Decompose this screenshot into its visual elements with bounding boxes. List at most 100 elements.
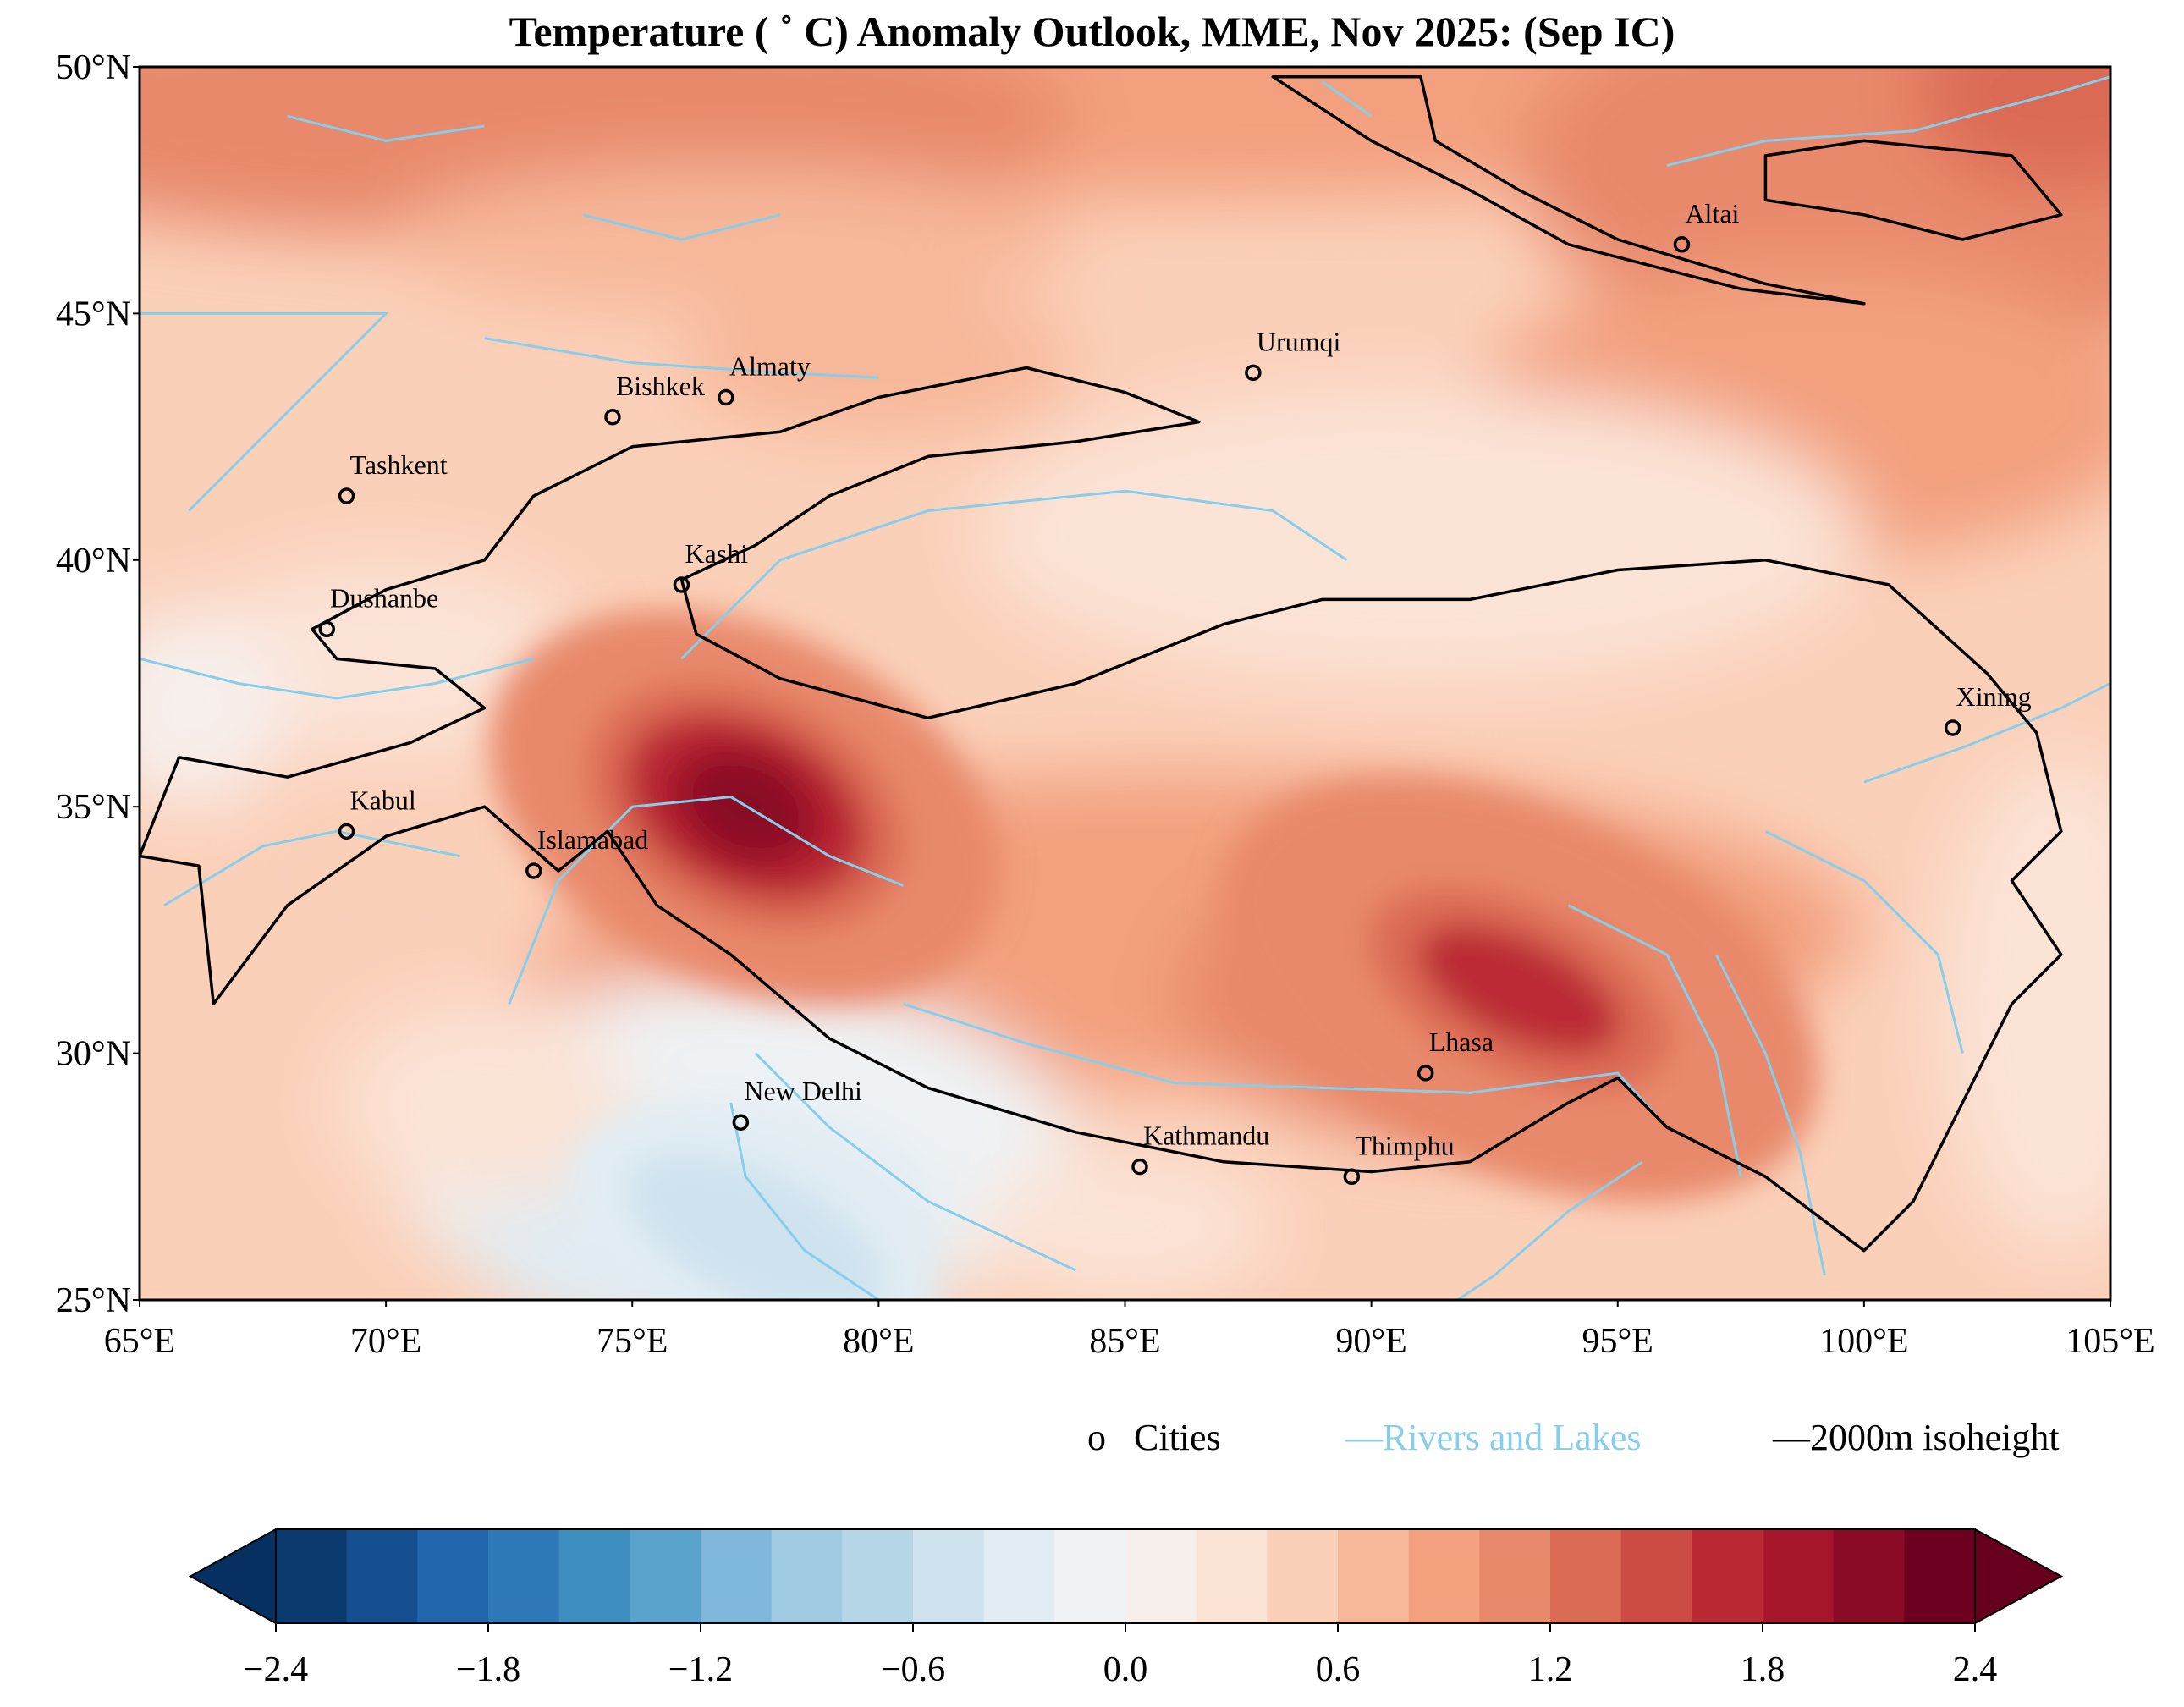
colorbar-swatch bbox=[1196, 1529, 1268, 1623]
legend-rivers-label: Rivers and Lakes bbox=[1383, 1416, 1642, 1458]
colorbar-swatch bbox=[1620, 1529, 1692, 1623]
anomaly-region bbox=[1938, 758, 2110, 1250]
isoheight-2000m bbox=[140, 74, 2063, 1253]
colorbar-swatch bbox=[842, 1529, 914, 1623]
city-marker bbox=[718, 388, 734, 406]
colorbar-swatch bbox=[913, 1529, 985, 1623]
y-tick-label: 35°N bbox=[56, 788, 131, 827]
colorbar-tick-label: −2.4 bbox=[244, 1650, 308, 1689]
colorbar-swatch bbox=[276, 1529, 348, 1623]
isoheight-contour bbox=[1763, 139, 2063, 241]
anomaly-region bbox=[682, 289, 1075, 437]
city-label: Xining bbox=[1956, 681, 2032, 712]
anomaly-region bbox=[140, 609, 288, 807]
river-line-icon: — bbox=[1345, 1416, 1383, 1458]
anomaly-region bbox=[978, 388, 1862, 683]
anomaly-region bbox=[387, 165, 1075, 313]
city-label: Urumqi bbox=[1257, 326, 1341, 356]
legend-rivers: —Rivers and Lakes bbox=[1345, 1416, 1641, 1459]
river-line bbox=[1666, 75, 2110, 168]
anomaly-contour bbox=[628, 1154, 883, 1300]
city-marker bbox=[1343, 1168, 1361, 1186]
y-tick-label: 25°N bbox=[56, 1281, 131, 1320]
x-tick-label: 65°E bbox=[104, 1322, 175, 1361]
river-line bbox=[1321, 80, 1373, 118]
y-tick-label: 40°N bbox=[56, 542, 131, 581]
colorbar-tick-label: 1.2 bbox=[1528, 1650, 1573, 1689]
colorbar-swatch bbox=[558, 1529, 630, 1623]
x-tick-label: 90°E bbox=[1335, 1322, 1406, 1361]
river-line bbox=[1455, 1160, 1643, 1300]
colorbar-swatch bbox=[1338, 1529, 1410, 1623]
colorbar-swatch bbox=[1833, 1529, 1905, 1623]
city-marker bbox=[525, 862, 542, 879]
city-label: Almaty bbox=[729, 350, 811, 381]
colorbar-swatch bbox=[1904, 1529, 1976, 1623]
colorbar-swatch bbox=[1692, 1529, 1763, 1623]
anomaly-region bbox=[1913, 67, 2110, 190]
city-marker bbox=[732, 1114, 750, 1131]
river-line bbox=[582, 213, 781, 241]
city-marker-icon: o bbox=[1087, 1416, 1106, 1458]
x-tick-label: 85°E bbox=[1089, 1322, 1160, 1361]
city-label: Bishkek bbox=[616, 371, 705, 401]
anomaly-region bbox=[337, 1004, 632, 1201]
colorbar-swatch bbox=[1408, 1529, 1480, 1623]
isoheight-line-icon: — bbox=[1773, 1416, 1810, 1458]
colorbar-tick-label: −0.6 bbox=[881, 1650, 945, 1689]
colorbar-swatch bbox=[1267, 1529, 1339, 1623]
city-marker bbox=[673, 576, 690, 593]
city-marker bbox=[318, 620, 336, 638]
y-tick-label: 45°N bbox=[56, 295, 131, 333]
river-line bbox=[163, 829, 460, 907]
river-line bbox=[903, 1002, 1669, 1129]
isoheight-contour bbox=[1271, 74, 1866, 306]
city-marker bbox=[1131, 1158, 1148, 1176]
colorbar-swatch bbox=[1550, 1529, 1622, 1623]
temperature-anomaly-field bbox=[140, 67, 2110, 1300]
rivers-and-lakes bbox=[140, 75, 2110, 1300]
river-line bbox=[680, 489, 1348, 660]
river-line bbox=[1714, 954, 1826, 1276]
river-line bbox=[140, 311, 389, 512]
isoheight-contour bbox=[140, 366, 2063, 1253]
colorbar-swatch bbox=[983, 1529, 1055, 1623]
x-tick-label: 100°E bbox=[1819, 1322, 1908, 1361]
colorbar-swatch bbox=[1479, 1529, 1551, 1623]
anomaly-contour bbox=[1419, 925, 1620, 1054]
river-line bbox=[287, 114, 485, 142]
colorbar-swatch bbox=[1125, 1529, 1197, 1623]
river-line bbox=[754, 1052, 1076, 1272]
river-line bbox=[508, 796, 905, 1005]
colorbar-over-arrow bbox=[1974, 1528, 2064, 1625]
x-tick-label: 75°E bbox=[597, 1322, 668, 1361]
colorbar-swatch bbox=[1763, 1529, 1835, 1623]
city-label: Kathmandu bbox=[1143, 1121, 1269, 1151]
colorbar-swatch bbox=[488, 1529, 560, 1623]
city-marker bbox=[1245, 364, 1262, 382]
city-marker bbox=[604, 409, 621, 426]
colorbar: −2.4 −1.8 −1.2 −0.6 0.0 0.6 1.2 1.8 2.4 bbox=[188, 1528, 2064, 1689]
city-label: Thimphu bbox=[1355, 1130, 1454, 1160]
colorbar-swatch bbox=[417, 1529, 489, 1623]
city-marker bbox=[338, 823, 355, 840]
city-marker bbox=[1417, 1065, 1434, 1082]
colorbar-tick-label: 0.0 bbox=[1103, 1650, 1148, 1689]
axis-ticks: 65°E 70°E 75°E 80°E 85°E 90°E 95°E 100°E 105°E 25… bbox=[56, 48, 2155, 1361]
colorbar-swatch bbox=[701, 1529, 773, 1623]
colorbar-swatch bbox=[630, 1529, 701, 1623]
city-marker bbox=[1673, 236, 1691, 253]
y-tick-label: 50°N bbox=[56, 48, 131, 87]
colorbar-swatch bbox=[346, 1529, 418, 1623]
city-label: Islamabad bbox=[537, 824, 649, 855]
colorbar-tick-label: 2.4 bbox=[1953, 1650, 1998, 1689]
map-legend: o Cities —Rivers and Lakes —2000m isohei… bbox=[1087, 1412, 2111, 1462]
city-marker bbox=[338, 487, 355, 504]
x-tick-label: 105°E bbox=[2066, 1322, 2154, 1361]
colorbar-tick-label: 0.6 bbox=[1316, 1650, 1361, 1689]
legend-isoheight-label: 2000m isoheight bbox=[1810, 1416, 2060, 1458]
city-label: Lhasa bbox=[1429, 1027, 1494, 1057]
x-tick-label: 95°E bbox=[1582, 1322, 1653, 1361]
legend-cities: o Cities bbox=[1087, 1416, 1221, 1459]
